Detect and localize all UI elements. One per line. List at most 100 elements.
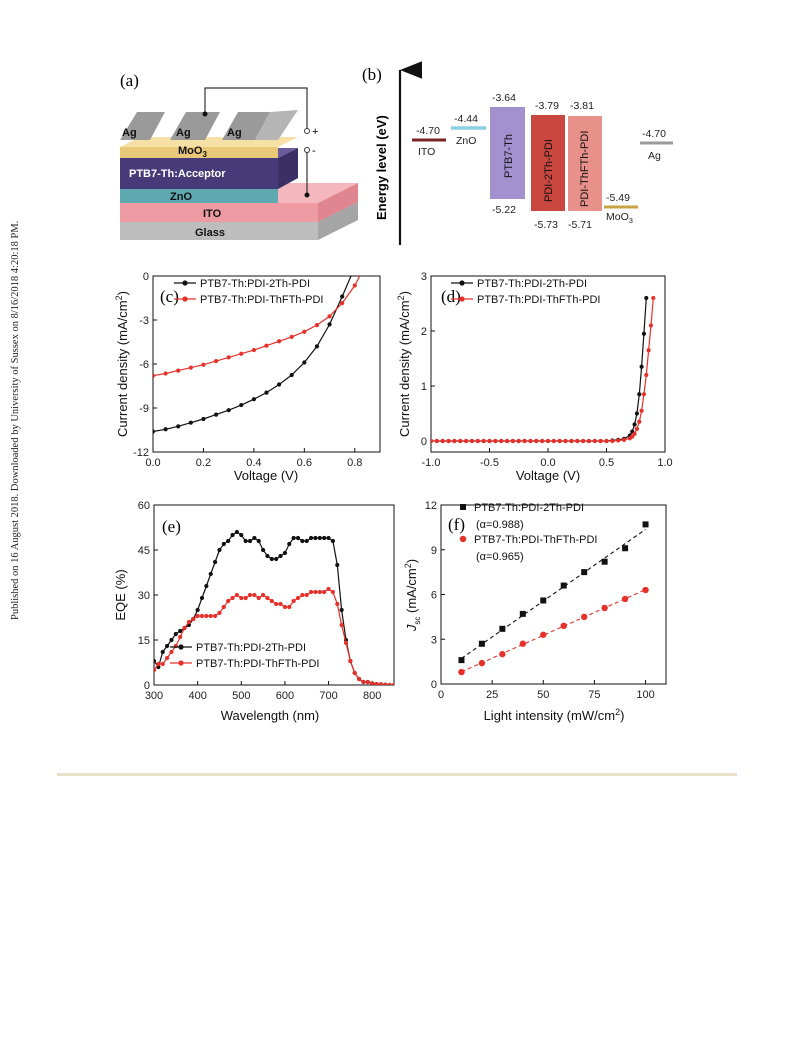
data-point — [464, 438, 469, 444]
panel-d-label: (d) — [441, 287, 461, 306]
layer-glass-side — [318, 202, 358, 240]
pdi-thfth-pdi-box — [568, 116, 602, 211]
data-point — [252, 535, 257, 541]
panel-a-label: (a) — [120, 71, 139, 90]
data-point — [632, 422, 637, 427]
panel-b-label: (b) — [362, 65, 382, 84]
legend-label: PTB7-Th:PDI-ThFTh-PDI — [200, 294, 323, 306]
data-point — [519, 610, 526, 617]
data-point — [260, 547, 266, 553]
data-point — [322, 589, 327, 595]
terminal-plus — [304, 128, 310, 134]
data-point — [314, 344, 320, 349]
data-point — [516, 438, 521, 444]
data-point — [277, 382, 282, 387]
data-point — [499, 625, 506, 632]
panel-c: (c) Voltage (V) Current density (mA/cm2)… — [114, 233, 381, 483]
panel-d-series — [431, 295, 656, 444]
panel-e-ylabel: EQE (%) — [113, 569, 128, 620]
panel-e: (e) Wavelength (nm) EQE (%) 300 400 500 600… — [113, 500, 395, 723]
ptb7-th-name: PTB7-Th — [503, 134, 515, 178]
data-point — [326, 586, 331, 592]
data-point — [154, 658, 157, 664]
terminal-minus-label: - — [312, 145, 316, 157]
data-point — [314, 323, 320, 328]
data-point — [446, 438, 451, 444]
panel-f-ylabel: Jsc (mA/cm2) — [403, 559, 422, 632]
terminal-plus-label: + — [312, 126, 318, 138]
ag-label-3: Ag — [227, 127, 242, 139]
data-point — [651, 295, 656, 301]
layer-active-side — [278, 148, 298, 189]
y-tick-label: 9 — [431, 545, 437, 557]
panel-c-ylabel: Current density (mA/cm2) — [114, 291, 130, 437]
data-point — [339, 607, 344, 613]
data-point — [452, 438, 457, 444]
panel-d-legend: PTB7-Th:PDI-2Th-PDI PTB7-Th:PDI-ThFTh-PDI — [451, 278, 600, 306]
ptb7-th-homo: -5.22 — [492, 204, 516, 216]
data-point — [313, 589, 318, 595]
data-point — [169, 637, 174, 643]
data-point — [264, 343, 269, 348]
data-point — [387, 682, 392, 685]
data-point — [540, 597, 547, 604]
data-point — [226, 598, 231, 604]
data-point — [226, 408, 231, 413]
y-tick-label: 0 — [143, 271, 149, 283]
ito-level-name: ITO — [418, 146, 435, 158]
zno-level-value: -4.44 — [454, 113, 478, 125]
data-point — [560, 622, 567, 630]
data-point — [340, 301, 345, 306]
data-point — [374, 682, 379, 685]
y-tick-label: -9 — [139, 403, 149, 415]
data-point — [186, 619, 192, 625]
series-line-2 — [431, 297, 654, 442]
data-point — [637, 392, 642, 397]
ag-contact-1 — [120, 112, 165, 140]
legend-label: PTB7-Th:PDI-2Th-PDI — [477, 278, 587, 290]
data-point — [522, 438, 527, 444]
data-point — [304, 592, 309, 598]
data-point — [274, 556, 279, 562]
data-point — [339, 622, 344, 628]
legend-marker — [178, 644, 184, 650]
data-point — [269, 556, 274, 562]
ito-layer-label: ITO — [203, 208, 222, 220]
data-point — [287, 541, 292, 547]
data-point — [163, 427, 168, 432]
pdi-thfth-pdi-homo: -5.71 — [568, 219, 592, 231]
legend-marker — [459, 296, 465, 302]
data-point — [195, 613, 200, 619]
data-point — [317, 535, 322, 541]
panel-a: (a) + - Ag Ag Ag MoO3 — [120, 71, 358, 240]
data-point — [182, 625, 187, 631]
data-point — [622, 545, 629, 552]
data-point — [153, 429, 156, 434]
data-point — [201, 362, 206, 367]
data-point — [504, 438, 510, 444]
panel-f-series — [458, 521, 649, 676]
moo3-label: MoO3 — [178, 145, 207, 159]
data-point — [269, 598, 274, 604]
data-point — [274, 601, 279, 607]
terminal-minus — [304, 147, 310, 153]
zno-layer-label: ZnO — [170, 191, 192, 203]
data-point — [195, 607, 200, 613]
y-tick-label: 2 — [421, 326, 427, 338]
series-line-1 — [153, 276, 352, 433]
data-point — [557, 438, 562, 444]
data-point — [639, 408, 644, 413]
ptb7-th-box — [490, 107, 525, 199]
legend-marker — [182, 280, 188, 286]
legend-label: PTB7-Th:PDI-ThFTh-PDI — [474, 534, 597, 546]
data-point — [621, 595, 629, 603]
data-point — [164, 655, 170, 661]
data-point — [173, 631, 178, 637]
data-point — [365, 233, 369, 237]
data-point — [641, 331, 647, 336]
data-point — [300, 592, 305, 598]
data-point — [326, 535, 331, 541]
data-point — [243, 538, 248, 544]
legend-label: PTB7-Th:PDI-2Th-PDI — [474, 502, 584, 514]
data-point — [569, 438, 574, 444]
